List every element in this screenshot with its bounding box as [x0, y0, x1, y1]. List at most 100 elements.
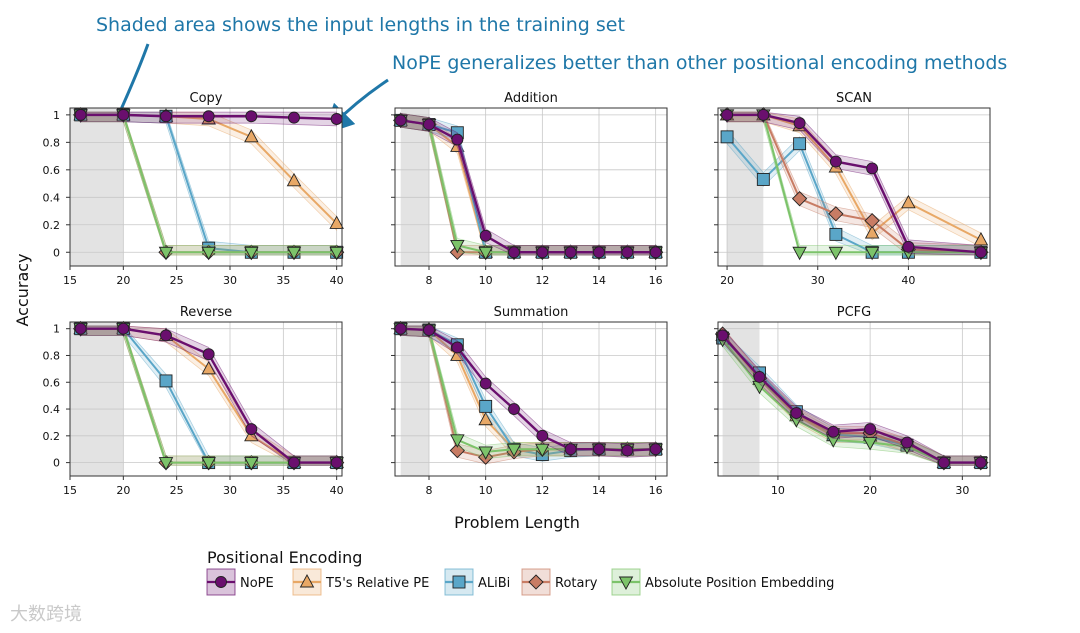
point-absolute-position-embedding — [478, 246, 493, 261]
point-alibi — [159, 374, 173, 388]
legend-label: Rotary — [555, 576, 598, 591]
point-t5-s-relative-pe — [244, 128, 259, 143]
annotation-nope-generalizes: NoPE generalizes better than other posit… — [392, 52, 1007, 74]
point-alibi — [829, 227, 843, 241]
point-nope — [508, 403, 520, 415]
subplot-grid: Copy 15 20 25 30 35 40 0 0.2 0.4 0.6 0.8 1 Addition 8 1… — [43, 91, 991, 497]
y-axis-label: Accuracy — [13, 253, 32, 326]
point-absolute-position-embedding — [201, 457, 216, 471]
point-alibi — [479, 399, 493, 413]
point-absolute-position-embedding — [329, 246, 344, 261]
point-nope — [593, 443, 605, 456]
point-nope — [423, 324, 435, 336]
point-nope — [974, 456, 987, 469]
point-absolute-position-embedding — [158, 457, 174, 471]
x-tick-label: 8 — [426, 484, 433, 497]
point-t5-s-relative-pe — [286, 172, 302, 187]
annotation-shaded-area: Shaded area shows the input lengths in t… — [96, 14, 625, 36]
point-nope — [793, 117, 806, 130]
y-tick-label: 1 — [53, 109, 60, 122]
point-nope — [479, 377, 492, 390]
point-nope — [790, 407, 803, 420]
training-range-shade — [70, 108, 124, 266]
x-tick-label: 10 — [479, 274, 493, 287]
point-nope — [564, 246, 577, 259]
point-nope — [536, 429, 549, 442]
point-absolute-position-embedding — [864, 246, 880, 261]
point-alibi — [720, 130, 734, 144]
plot-area — [718, 322, 990, 476]
point-nope — [394, 114, 407, 127]
x-tick-label: 40 — [330, 484, 344, 497]
point-nope — [974, 246, 987, 259]
legend-item-alibi: ALiBi — [444, 568, 510, 596]
point-absolute-position-embedding — [478, 446, 493, 460]
legend: NoPE T5's Relative PE ALiBi Rotary Absolute … — [206, 568, 834, 596]
point-nope — [451, 133, 464, 146]
x-tick-label: 20 — [863, 484, 877, 497]
y-tick-label: 0.8 — [43, 349, 61, 362]
point-nope — [423, 118, 435, 131]
point-nope — [202, 348, 215, 361]
panel-title: SCAN — [836, 91, 872, 106]
point-absolute-position-embedding — [244, 246, 259, 261]
x-tick-label: 25 — [170, 484, 184, 497]
point-nope — [901, 436, 913, 449]
panel-title: PCFG — [837, 305, 871, 320]
point-nope — [394, 322, 407, 335]
point-nope — [621, 444, 634, 457]
x-tick-label: 12 — [535, 274, 549, 287]
x-tick-label: 35 — [276, 274, 290, 287]
point-nope — [649, 443, 662, 456]
point-nope — [716, 329, 729, 342]
y-tick-label: 0.2 — [43, 430, 61, 443]
point-nope — [117, 322, 130, 335]
point-absolute-position-embedding — [286, 246, 302, 261]
point-alibi — [756, 172, 770, 186]
legend-item-rotary: Rotary — [521, 568, 598, 596]
training-range-shade — [400, 322, 429, 476]
axes-frame — [717, 107, 991, 267]
point-nope — [753, 370, 766, 383]
x-tick-label: 15 — [63, 274, 77, 287]
x-tick-label: 8 — [426, 274, 433, 287]
axes-frame — [717, 321, 991, 477]
legend-label: Absolute Position Embedding — [645, 576, 834, 591]
x-tick-label: 30 — [811, 274, 825, 287]
axes-frame — [69, 321, 343, 477]
x-axis-label: Problem Length — [454, 513, 580, 532]
point-t5-s-relative-pe — [201, 360, 216, 375]
point-t5-s-relative-pe — [478, 411, 493, 426]
point-nope — [160, 329, 172, 342]
y-tick-label: 0.2 — [43, 219, 61, 232]
panel-pcfg: PCFG 10 20 30 — [714, 305, 991, 497]
line-nope — [400, 119, 656, 254]
point-nope — [330, 456, 343, 469]
point-nope — [508, 246, 520, 259]
x-tick-label: 30 — [955, 484, 969, 497]
legend-item-absolute-position-embedding: Absolute Position Embedding — [611, 568, 834, 596]
point-nope — [829, 155, 842, 168]
line-nope — [721, 334, 981, 464]
line-nope — [400, 327, 656, 452]
point-nope — [593, 246, 605, 259]
point-absolute-position-embedding — [201, 246, 216, 261]
y-tick-label: 0 — [53, 246, 60, 259]
point-absolute-position-embedding — [792, 246, 807, 261]
x-tick-label: 30 — [223, 484, 237, 497]
point-nope — [160, 110, 172, 123]
point-nope — [117, 108, 130, 121]
y-tick-label: 0.4 — [43, 191, 61, 204]
point-nope — [902, 240, 915, 253]
panel-scan: SCAN 20 30 40 — [714, 91, 991, 287]
panel-title: Summation — [494, 305, 569, 320]
panel-addition: Addition 8 10 12 14 16 — [391, 91, 668, 287]
y-tick-label: 0.4 — [43, 403, 61, 416]
x-tick-label: 16 — [649, 484, 663, 497]
band-nope — [400, 325, 657, 458]
point-nope — [330, 113, 343, 125]
point-nope — [245, 110, 258, 123]
point-nope — [721, 108, 734, 121]
axes-frame — [394, 107, 668, 267]
